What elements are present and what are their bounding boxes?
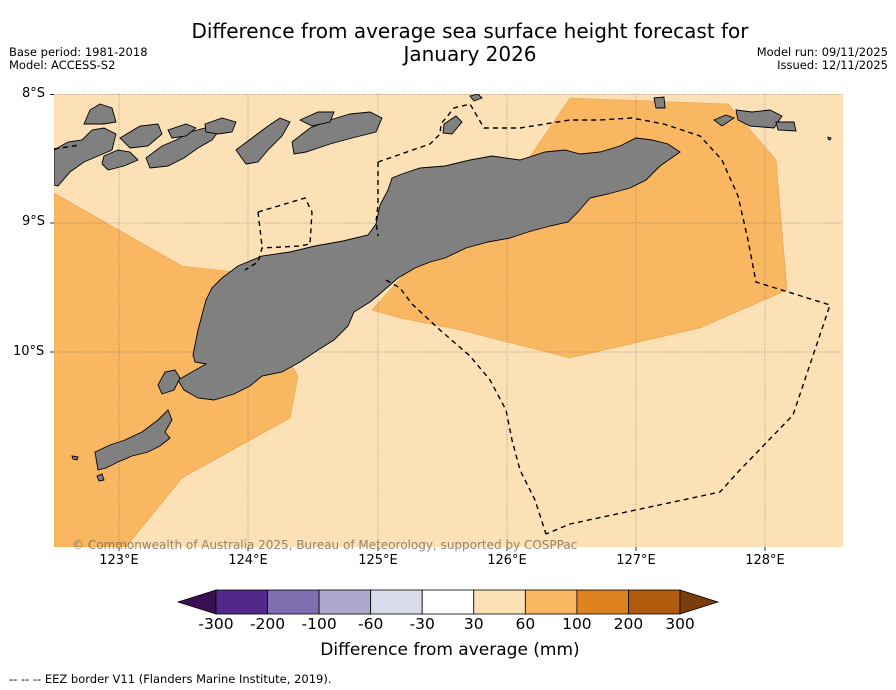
colorbar-bin	[215, 589, 268, 615]
title-line-1: Difference from average sea surface heig…	[191, 19, 749, 43]
solor-island	[119, 123, 163, 149]
colorbar-tick-label: -60	[357, 615, 384, 633]
colorbar-tick-label: -200	[249, 615, 286, 633]
kisar-island	[442, 115, 463, 135]
colorbar-tick-label: 300	[665, 615, 695, 633]
colorbar-bin	[524, 589, 578, 615]
model-name: Model: ACCESS-S2	[9, 58, 116, 72]
small-island-1	[96, 473, 105, 482]
lat-label-8s: 8°S	[22, 86, 46, 101]
colorbar-tick-label: 60	[515, 615, 536, 633]
colorbar-extend-low	[176, 589, 217, 615]
eez-footer-note: -- -- -- EEZ border V11 (Flanders Marine…	[9, 672, 332, 686]
colorbar-bin	[628, 589, 681, 615]
colorbar-bin	[421, 589, 475, 615]
lembata-island	[145, 127, 219, 169]
base-period: Base period: 1981-2018	[9, 45, 148, 59]
lon-label-126e: 126°E	[487, 553, 527, 568]
lon-label-125e: 125°E	[358, 553, 398, 568]
leti-island	[653, 96, 666, 109]
romang-island	[469, 94, 483, 102]
colorbar-bin	[370, 589, 423, 615]
colorbar-extend-high	[679, 589, 720, 615]
flores-east	[83, 103, 117, 125]
tiny-islet	[827, 136, 832, 141]
title-line-2: January 2026	[403, 42, 537, 66]
adonara-island	[101, 149, 139, 171]
colorbar-bin	[318, 589, 372, 615]
alor-pantar-islands	[54, 127, 117, 187]
sermata-island	[775, 121, 797, 132]
lon-label-128e: 128°E	[745, 553, 785, 568]
model-run: Model run: 09/11/2025	[756, 45, 888, 59]
colorbar-bin	[267, 589, 320, 615]
colorbar-tick-label: -300	[198, 615, 234, 633]
colorbar-tick-label: -30	[409, 615, 435, 633]
colorbar-tick-label: -100	[301, 615, 337, 633]
pantar-island	[167, 123, 197, 139]
lat-label-10s: 10°S	[13, 344, 45, 359]
moa-island	[713, 114, 735, 127]
issued-date: Issued: 12/11/2025	[777, 58, 888, 72]
lon-label-127e: 127°E	[616, 553, 656, 568]
colorbar-tick-label: 100	[562, 615, 592, 633]
lon-label-124e: 124°E	[228, 553, 268, 568]
colorbar-tick-label: 200	[613, 615, 644, 633]
small-island-2	[71, 455, 79, 461]
colorbar-bin	[576, 589, 629, 615]
meta-right: Model run: 09/11/2025 Issued: 12/11/2025	[757, 46, 888, 72]
lon-ticks	[118, 547, 766, 551]
meta-left: Base period: 1981-2018 Model: ACCESS-S2	[9, 46, 148, 72]
eez-border	[54, 103, 831, 535]
wetar-north	[298, 111, 335, 127]
lat-label-9s: 9°S	[22, 214, 46, 229]
copyright-notice: © Commonwealth of Australia 2025, Bureau…	[72, 538, 578, 552]
semau-island	[157, 369, 181, 395]
rote-island	[94, 409, 173, 471]
chart-title: Difference from average sea surface heig…	[140, 20, 800, 66]
alor-island	[204, 117, 237, 135]
colorbar-tick-label: 30	[463, 615, 484, 633]
lat-ticks	[50, 94, 54, 353]
timor-island	[177, 137, 681, 401]
colorbar-label: Difference from average (mm)	[320, 640, 580, 660]
colorbar-bin	[473, 589, 526, 615]
lon-label-123e: 123°E	[99, 553, 139, 568]
atauro-island	[235, 117, 291, 165]
